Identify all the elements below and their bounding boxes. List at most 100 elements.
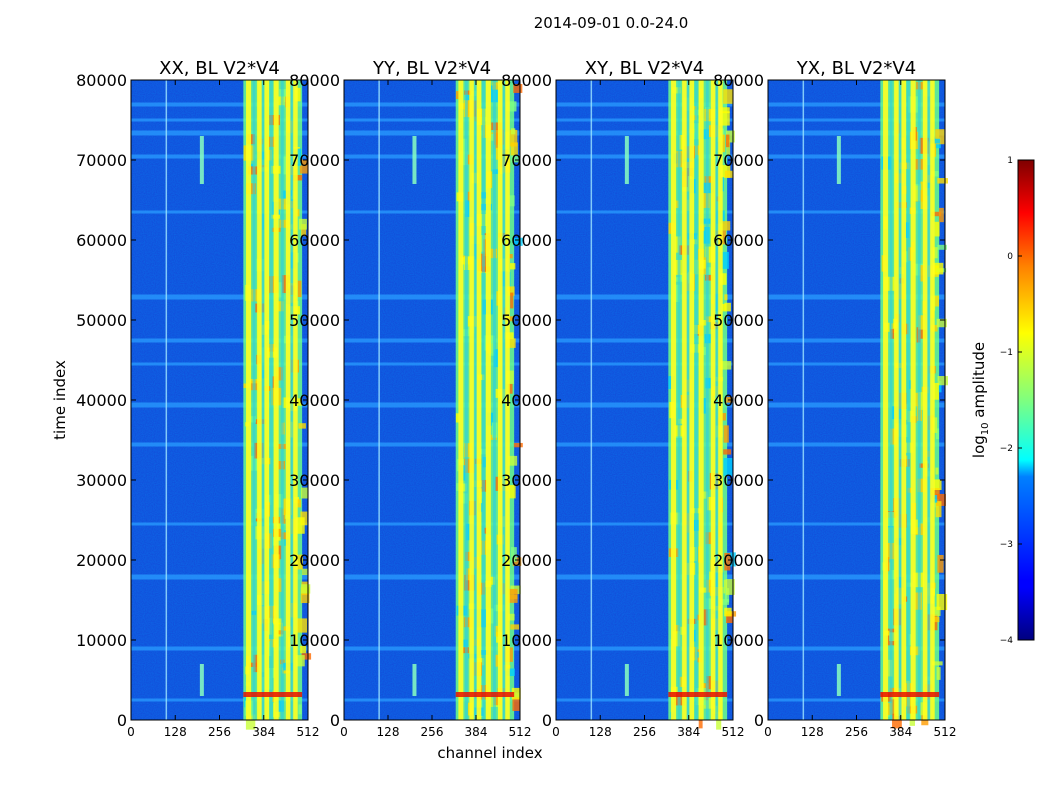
band-blob	[488, 133, 495, 141]
band-blob	[719, 273, 727, 285]
bright-channel-line	[682, 80, 688, 720]
rfi-band	[556, 646, 733, 651]
bright-channel-line	[689, 80, 695, 720]
band-blob	[511, 156, 519, 163]
rfi-band	[344, 574, 520, 580]
y-tick-label: 50000	[289, 311, 340, 330]
band-blob	[295, 499, 302, 508]
panel-title-xx: XX, BL V2*V4	[159, 58, 280, 79]
bright-channel-line	[929, 80, 935, 720]
band-blob	[509, 263, 516, 270]
band-blob	[513, 237, 523, 246]
band-blob	[673, 624, 680, 634]
band-blob	[508, 383, 513, 394]
band-blob	[675, 200, 680, 209]
band-blob	[892, 713, 902, 729]
rfi-band	[344, 130, 520, 136]
band-blob	[672, 631, 681, 647]
narrow-feature	[412, 136, 417, 184]
rfi-band	[131, 442, 308, 447]
vertical-rfi-line	[378, 80, 380, 720]
band-blob	[919, 523, 924, 528]
band-blob	[509, 129, 518, 147]
x-tick-label: 256	[208, 725, 231, 739]
colorbar-gradient	[1017, 159, 1035, 641]
rfi-band	[556, 102, 733, 107]
band-blob	[673, 284, 680, 303]
rfi-band	[131, 130, 308, 136]
band-blob	[930, 488, 940, 500]
bright-channel-line	[273, 80, 279, 720]
x-tick-label: 384	[465, 725, 488, 739]
band-blob	[459, 151, 468, 166]
y-tick-label: 40000	[289, 391, 340, 410]
rfi-band	[131, 698, 308, 702]
panel-xx: XX, BL V2*V4	[130, 58, 312, 730]
band-blob	[933, 382, 939, 400]
band-blob	[919, 181, 926, 197]
colorbar-tick-label: 1	[1007, 156, 1013, 166]
x-tick-label: 128	[377, 725, 400, 739]
band-blob	[889, 632, 899, 642]
band-gap	[473, 80, 477, 720]
band-blob	[937, 376, 948, 386]
y-tick-label: 70000	[76, 151, 127, 170]
rfi-band	[556, 442, 733, 447]
band-gap	[677, 80, 681, 720]
x-tick-label: 0	[764, 725, 772, 739]
y-tick-label: 80000	[501, 71, 552, 90]
x-tick-label: 384	[677, 725, 700, 739]
bright-channel-line	[264, 80, 270, 720]
band-blob	[298, 704, 302, 715]
band-blob	[280, 532, 290, 540]
band-blob	[891, 698, 896, 716]
x-tick-label: 512	[509, 725, 532, 739]
band-blob	[907, 410, 914, 423]
rfi-band	[768, 130, 945, 136]
panel-title-xy: XY, BL V2*V4	[585, 58, 704, 79]
band-blob	[718, 251, 729, 269]
x-tick-label: 384	[889, 725, 912, 739]
y-tick-label: 50000	[501, 311, 552, 330]
rfi-band	[131, 210, 308, 214]
rfi-band	[344, 154, 520, 159]
band-blob	[301, 224, 307, 237]
band-blob	[721, 303, 726, 312]
band-blob	[904, 455, 908, 467]
band-blob	[934, 221, 940, 237]
band-blob	[493, 696, 502, 706]
band-blob	[725, 134, 730, 148]
band-blob	[508, 613, 515, 621]
band-blob	[297, 618, 308, 633]
y-tick-label: 70000	[289, 151, 340, 170]
band-gap	[898, 80, 902, 720]
band-blob	[295, 655, 305, 667]
band-blob	[275, 700, 284, 712]
band-gap	[705, 80, 709, 720]
band-blob	[935, 428, 940, 440]
band-blob	[726, 130, 735, 143]
band-blob	[706, 579, 712, 593]
band-blob	[699, 129, 709, 140]
rfi-band	[556, 294, 733, 300]
band-gap	[464, 80, 468, 720]
y-tick-label: 20000	[713, 551, 764, 570]
y-tick-label: 50000	[76, 311, 127, 330]
rfi-band	[344, 698, 520, 702]
band-blob	[936, 667, 941, 680]
band-blob	[301, 653, 312, 660]
band-blob	[700, 218, 711, 224]
x-tick-label: 512	[722, 725, 745, 739]
band-blob	[509, 254, 513, 259]
band-blob	[267, 641, 272, 657]
rfi-band	[768, 522, 945, 526]
band-blob	[476, 213, 487, 226]
band-blob	[913, 185, 921, 201]
band-blob	[505, 370, 514, 384]
rfi-band	[344, 338, 520, 343]
rfi-band	[768, 294, 945, 300]
y-tick-label: 30000	[289, 471, 340, 490]
band-blob	[721, 221, 731, 231]
band-blob	[295, 517, 305, 534]
bright-channel-line	[894, 80, 900, 720]
